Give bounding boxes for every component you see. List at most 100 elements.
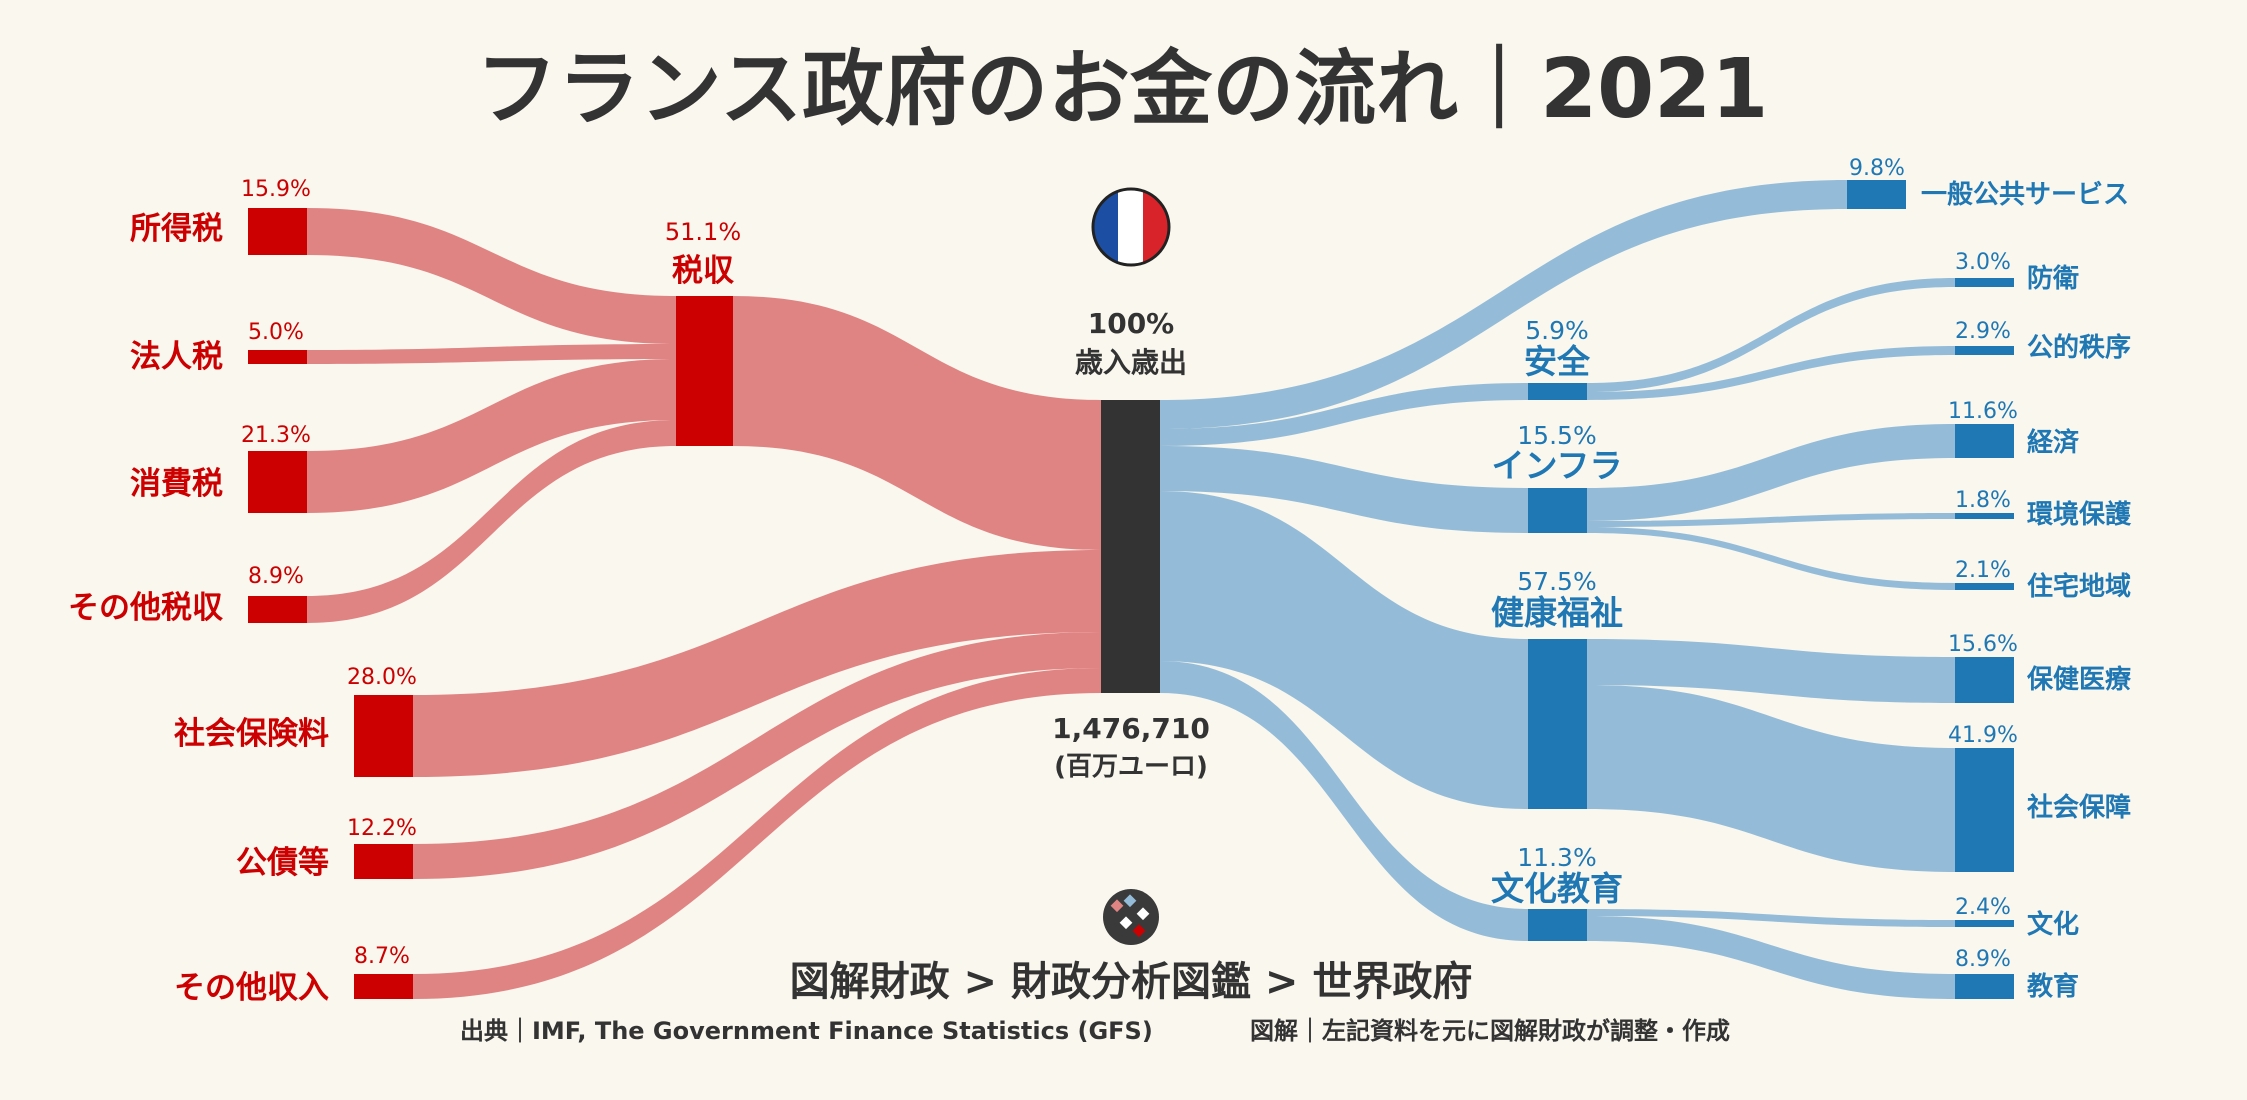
flow-social-security: [1587, 685, 1955, 872]
node-environment: [1955, 513, 2014, 519]
node-social-security: [1955, 748, 2014, 872]
flow-income-tax: [307, 208, 676, 344]
category-pct-health-welfare: 57.5%: [1517, 567, 1596, 596]
breadcrumb: 図解財政 > 財政分析図鑑 > 世界政府: [790, 959, 1473, 1005]
category-pct-infrastructure: 15.5%: [1517, 421, 1596, 450]
flow-other-tax: [307, 420, 676, 623]
category-pct-safety: 5.9%: [1525, 316, 1589, 345]
expense-pct-culture: 2.4%: [1955, 895, 2011, 920]
node-culture: [1955, 920, 2014, 927]
category-pct-culture-education: 11.3%: [1517, 843, 1596, 872]
flow-tax-to-center: [733, 296, 1101, 550]
node-health-welfare: [1528, 639, 1587, 809]
zukai-zaisei-logo-icon: [1103, 889, 1159, 945]
revenue-pct-corporate-tax: 5.0%: [248, 320, 304, 345]
node-safety: [1528, 383, 1587, 400]
node-general-services: [1847, 180, 1906, 209]
flow-general-services: [1160, 180, 1847, 429]
flow-defense: [1587, 278, 1955, 392]
revenue-pct-other-income: 8.7%: [354, 944, 410, 969]
revenue-label-other-tax: その他税収: [68, 590, 223, 626]
flow-center-health-welfare: [1160, 491, 1528, 809]
category-label-health-welfare: 健康福祉: [1491, 593, 1623, 632]
category-label-infrastructure: インフラ: [1491, 446, 1622, 485]
expense-pct-economy: 11.6%: [1948, 399, 2018, 424]
expense-pct-public-order: 2.9%: [1955, 319, 2011, 344]
expense-labels: 9.8% 一般公共サービス 3.0% 防衛 2.9% 公的秩序 11.6% 経済…: [1849, 156, 2132, 1002]
revenue-label-social-insurance: 社会保険料: [174, 716, 329, 752]
node-corporate-tax: [248, 350, 307, 364]
node-culture-education: [1528, 909, 1587, 941]
revenue-flows: [307, 208, 1101, 999]
node-other-tax: [248, 596, 307, 623]
france-flag-icon: [1091, 187, 1171, 267]
expense-pct-housing: 2.1%: [1955, 558, 2011, 583]
expense-label-social-security: 社会保障: [2027, 792, 2131, 823]
flow-environment: [1587, 513, 1955, 527]
flow-education: [1587, 916, 1955, 999]
node-social-insurance: [354, 695, 413, 777]
node-economy: [1955, 424, 2014, 458]
tax-group-label: 税収: [672, 253, 734, 289]
node-public-debt: [354, 844, 413, 879]
center-label: 歳入歳出: [1075, 346, 1187, 379]
revenue-label-corporate-tax: 法人税: [130, 339, 223, 375]
expense-label-economy: 経済: [2027, 427, 2080, 458]
expense-pct-general-services: 9.8%: [1849, 156, 1905, 181]
page-title: フランス政府のお金の流れ｜2021: [476, 42, 1769, 137]
expense-label-healthcare: 保健医療: [2026, 665, 2132, 695]
node-other-income: [354, 974, 413, 999]
expense-pct-environment: 1.8%: [1955, 488, 2011, 513]
center-unit: (百万ユーロ): [1054, 752, 1208, 782]
expense-label-general-services: 一般公共サービス: [1921, 180, 2129, 210]
node-infrastructure: [1528, 488, 1587, 533]
credit-note: 図解｜左記資料を元に図解財政が調整・作成: [1250, 1017, 1730, 1045]
source-note: 出典｜IMF, The Government Finance Statistic…: [460, 1017, 1153, 1045]
flow-center-infrastructure: [1160, 446, 1528, 533]
flow-corporate-tax: [307, 344, 676, 364]
center-pct: 100%: [1088, 307, 1175, 340]
flow-housing: [1587, 527, 1955, 590]
flow-public-order: [1587, 346, 1955, 400]
node-defense: [1955, 278, 2014, 287]
node-consumption-tax: [248, 451, 307, 513]
revenue-pct-public-debt: 12.2%: [347, 816, 417, 841]
nodes: [248, 180, 2014, 999]
expense-label-defense: 防衛: [2027, 264, 2079, 294]
revenue-label-income-tax: 所得税: [130, 211, 223, 247]
expense-label-housing: 住宅地域: [2027, 571, 2131, 602]
node-housing: [1955, 583, 2014, 590]
revenue-labels: 15.9% 所得税 5.0% 法人税 21.3% 消費税 8.9% その他税収 …: [68, 177, 417, 1006]
expense-label-public-order: 公的秩序: [2027, 332, 2131, 363]
node-public-order: [1955, 346, 2014, 355]
flow-public-debt: [413, 632, 1101, 879]
flow-other-income: [413, 668, 1101, 999]
expense-pct-defense: 3.0%: [1955, 250, 2011, 275]
expense-flows: [1160, 180, 1955, 999]
center-amount: 1,476,710: [1052, 712, 1210, 745]
revenue-pct-other-tax: 8.9%: [248, 564, 304, 589]
flow-consumption-tax: [307, 359, 676, 513]
flow-culture: [1587, 909, 1955, 927]
expense-label-education: 教育: [2027, 971, 2079, 1002]
flow-center-culture-education: [1160, 661, 1528, 941]
node-healthcare: [1955, 657, 2014, 703]
revenue-pct-income-tax: 15.9%: [241, 177, 311, 202]
category-label-safety: 安全: [1524, 342, 1591, 381]
flow-social-insurance: [413, 550, 1101, 777]
revenue-pct-social-insurance: 28.0%: [347, 665, 417, 690]
revenue-label-consumption-tax: 消費税: [130, 466, 223, 502]
node-income-tax: [248, 208, 307, 255]
node-education: [1955, 974, 2014, 999]
flow-healthcare: [1587, 639, 1955, 703]
tax-group-pct: 51.1%: [665, 218, 741, 246]
revenue-pct-consumption-tax: 21.3%: [241, 423, 311, 448]
node-center: [1101, 400, 1160, 693]
expense-label-culture: 文化: [2027, 909, 2079, 940]
revenue-label-other-income: その他収入: [174, 970, 329, 1006]
expense-label-environment: 環境保護: [2027, 499, 2132, 530]
expense-pct-education: 8.9%: [1955, 947, 2011, 972]
expense-pct-social-security: 41.9%: [1948, 723, 2018, 748]
expense-pct-healthcare: 15.6%: [1948, 632, 2018, 657]
